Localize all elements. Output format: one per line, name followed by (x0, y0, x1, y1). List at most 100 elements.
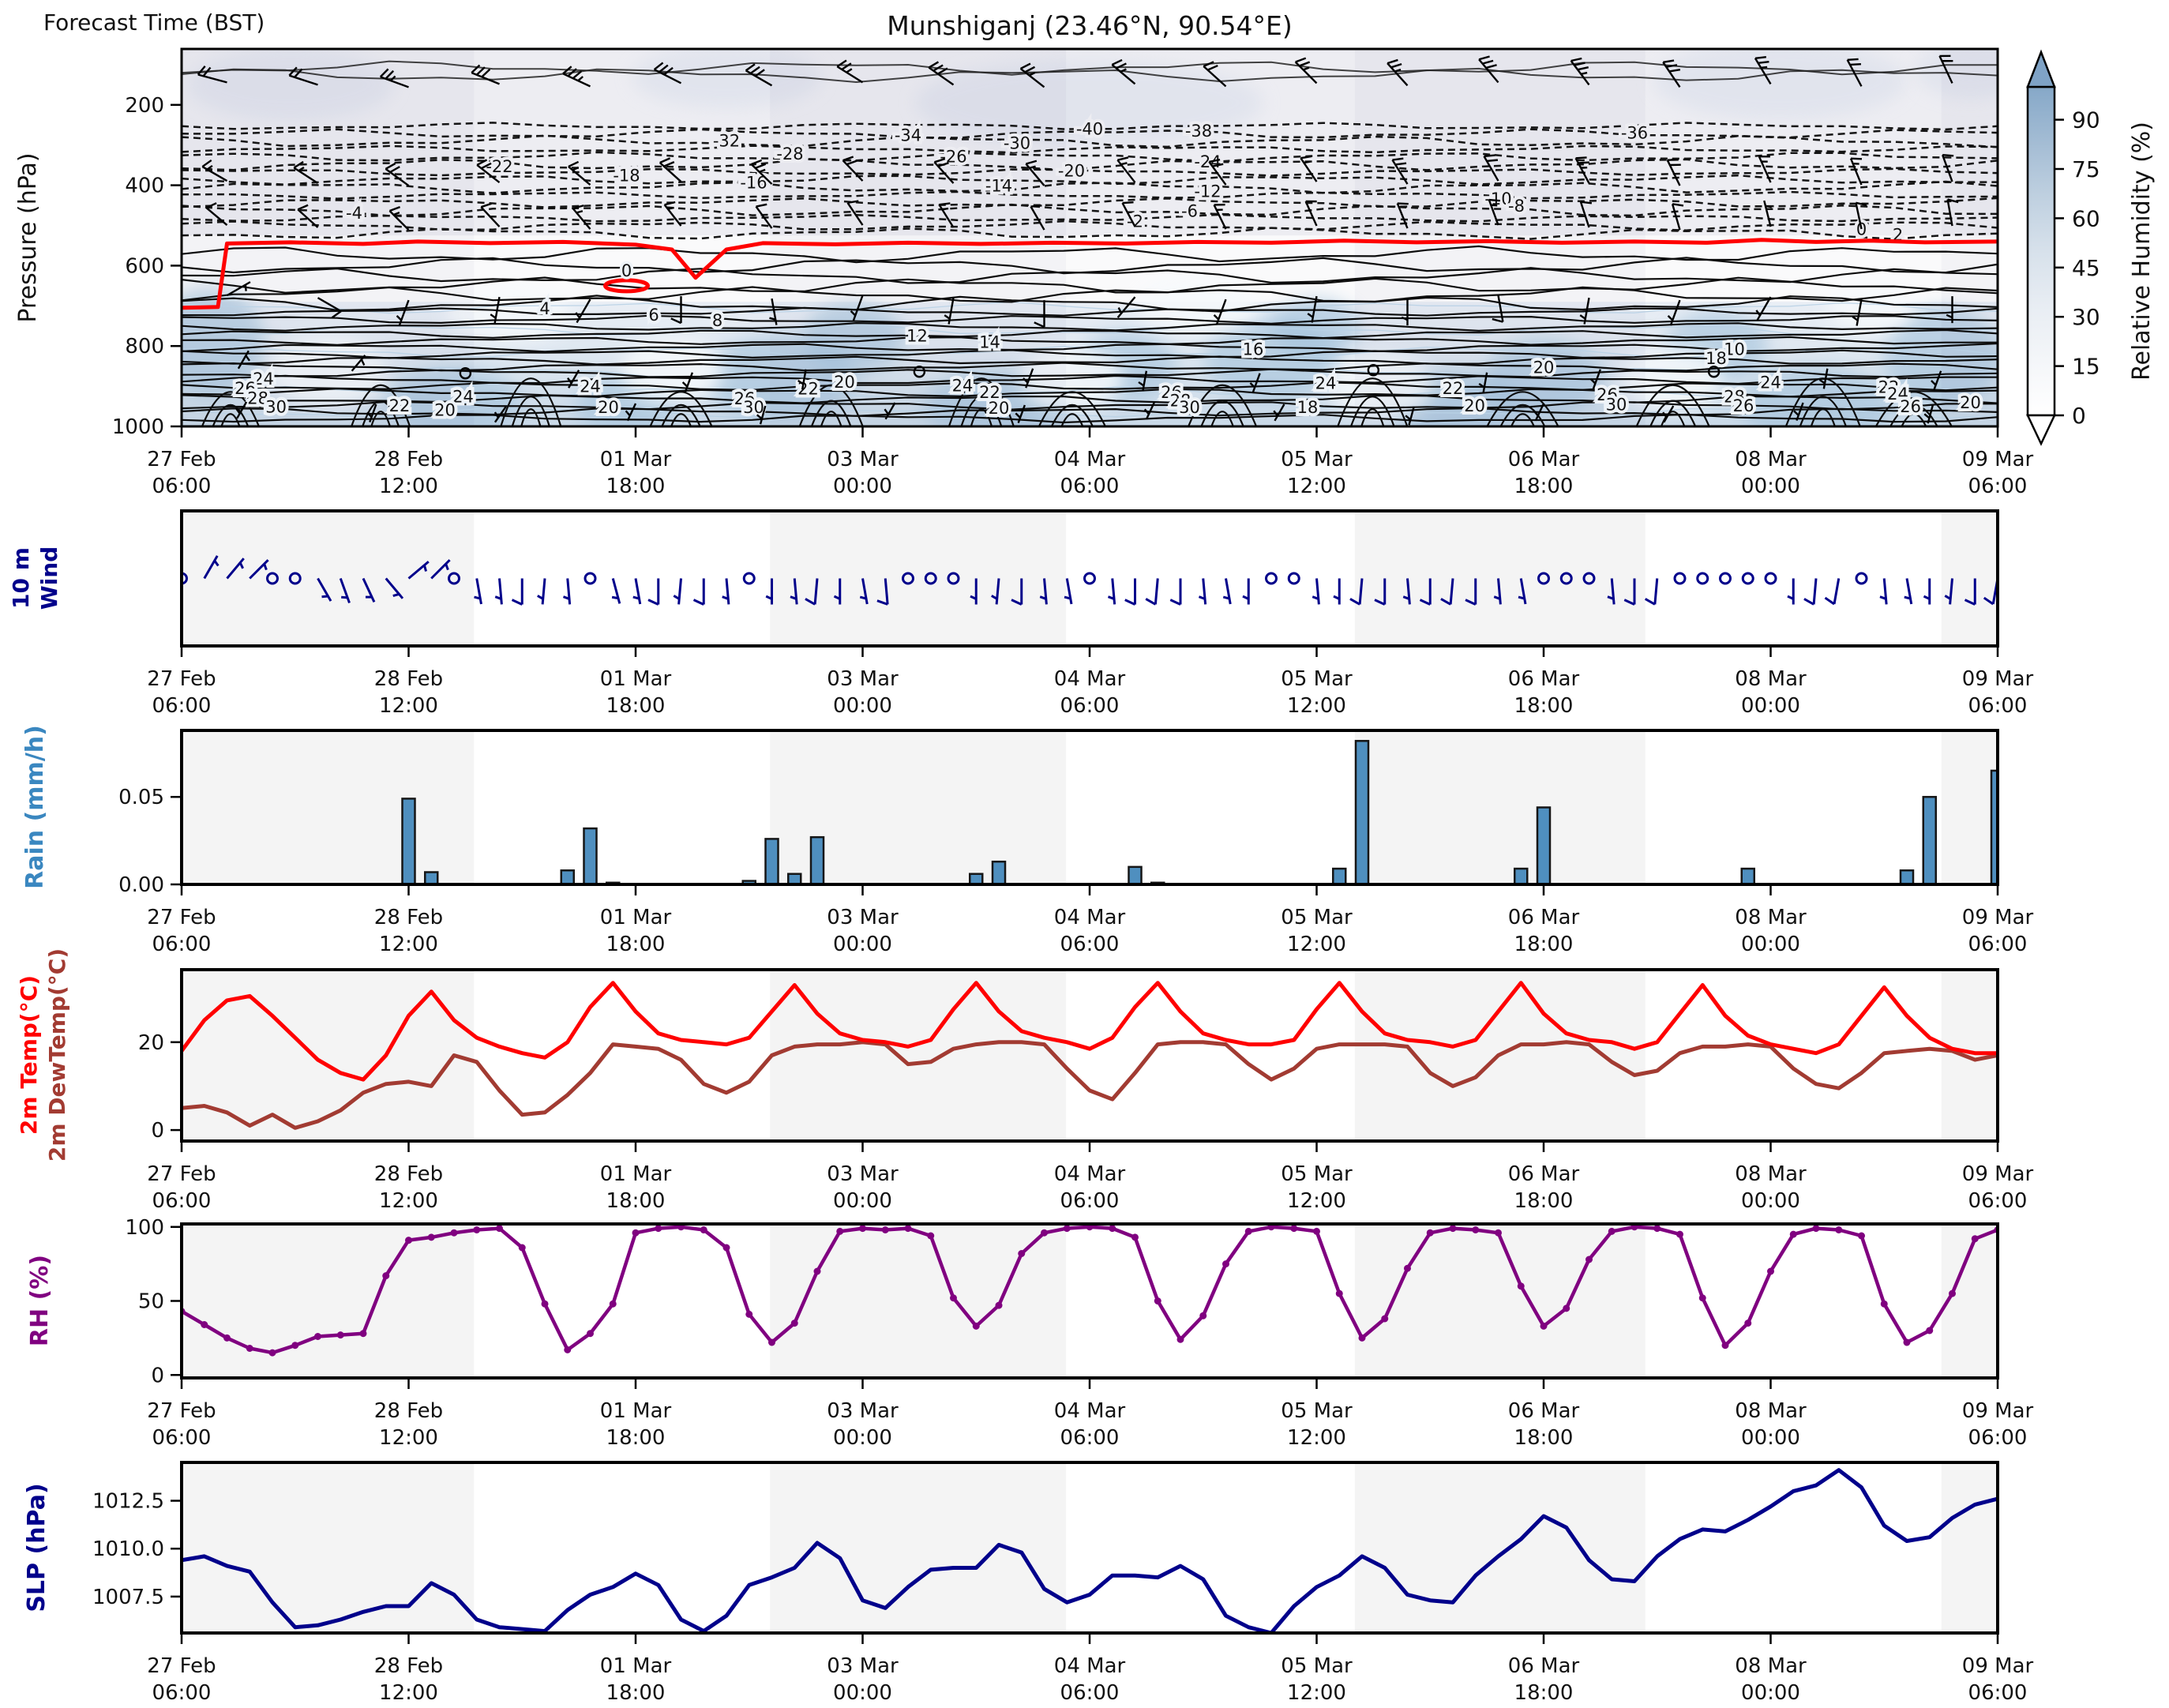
rain-bar (741, 880, 756, 884)
rh-marker (291, 1342, 299, 1350)
svg-text:-30: -30 (1004, 134, 1030, 153)
rain-xticks: 27 Feb 06:00 28 Feb 12:00 01 Mar 18:00 03 Mar 0… (147, 884, 2034, 956)
rh-marker (1631, 1224, 1638, 1231)
svg-text:06:00: 06:00 (152, 1189, 212, 1213)
svg-text:08 Mar: 08 Mar (1735, 448, 1807, 471)
svg-text:24: 24 (1887, 385, 1908, 404)
svg-text:06:00: 06:00 (1968, 694, 2028, 718)
rh-marker (268, 1349, 276, 1357)
rain-bar (1354, 740, 1370, 884)
rh-marker (1426, 1229, 1434, 1237)
svg-text:08 Mar: 08 Mar (1735, 667, 1807, 691)
panel-rain: 27 Feb 06:00 28 Feb 12:00 01 Mar 18:00 03 Mar 0… (118, 729, 2034, 956)
svg-text:06:00: 06:00 (152, 1681, 212, 1705)
ylabel-rh: RH (%) (26, 1255, 54, 1346)
svg-text:4: 4 (539, 299, 550, 318)
svg-text:30: 30 (1606, 395, 1627, 414)
panel-temp: 27 Feb 06:00 28 Feb 12:00 01 Mar 18:00 03 Mar 0… (138, 968, 2034, 1213)
rain-bar (1740, 867, 1755, 884)
rain-bar (1514, 867, 1529, 884)
rh-marker (1154, 1297, 1161, 1304)
svg-text:-4: -4 (346, 204, 362, 223)
rh-marker (1676, 1230, 1683, 1238)
svg-text:08 Mar: 08 Mar (1735, 1654, 1807, 1678)
svg-text:00:00: 00:00 (1741, 1189, 1800, 1213)
svg-text:-38: -38 (1185, 122, 1212, 141)
svg-text:60: 60 (2072, 205, 2100, 231)
rain-bar (583, 827, 598, 884)
rh-marker (1698, 1294, 1706, 1302)
svg-text:00:00: 00:00 (833, 933, 892, 956)
ylabel-pressure: Pressure (hPa) (14, 152, 42, 322)
rh-marker (995, 1301, 1003, 1309)
rh-marker (790, 1319, 798, 1327)
colorbar-arrow-top (2026, 49, 2056, 88)
svg-text:400: 400 (125, 175, 164, 198)
svg-text:24: 24 (580, 377, 601, 396)
svg-text:18:00: 18:00 (1514, 694, 1574, 718)
svg-text:09 Mar: 09 Mar (1962, 1399, 2034, 1423)
svg-text:600: 600 (125, 254, 164, 278)
ylabel-wind-line2: Wind (36, 546, 62, 610)
svg-text:12:00: 12:00 (1287, 933, 1346, 956)
temp-xticks: 27 Feb 06:00 28 Feb 12:00 01 Mar 18:00 03 Mar 0… (147, 1141, 2034, 1213)
svg-text:1000: 1000 (112, 415, 164, 439)
rh-marker (1449, 1225, 1457, 1233)
svg-text:12:00: 12:00 (379, 933, 438, 956)
ylabel-temp: 2m Temp(°C) (16, 975, 42, 1135)
rh-marker (904, 1225, 912, 1233)
svg-text:12:00: 12:00 (379, 694, 438, 718)
svg-text:06:00: 06:00 (1968, 1189, 2028, 1213)
svg-text:22: 22 (979, 383, 1000, 402)
rh-marker (655, 1225, 662, 1233)
wind-xticks: 27 Feb 06:00 28 Feb 12:00 01 Mar 18:00 03 Mar 0… (147, 646, 2034, 718)
rh-marker (881, 1226, 889, 1233)
rh-marker (1608, 1227, 1615, 1235)
svg-text:09 Mar: 09 Mar (1962, 667, 2034, 691)
svg-text:-18: -18 (613, 166, 640, 185)
rh-marker (314, 1333, 321, 1340)
wind10m-content (182, 511, 1998, 646)
rh-marker (336, 1331, 344, 1339)
svg-text:18:00: 18:00 (606, 933, 666, 956)
rh-marker (859, 1225, 866, 1233)
svg-text:-22: -22 (486, 157, 512, 176)
svg-text:100: 100 (125, 1216, 164, 1240)
rh-marker (223, 1334, 231, 1342)
svg-text:06 Mar: 06 Mar (1508, 906, 1580, 929)
svg-text:90: 90 (2072, 107, 2100, 133)
svg-text:08 Mar: 08 Mar (1735, 1162, 1807, 1186)
rh-marker (1880, 1300, 1888, 1308)
svg-text:-12: -12 (1194, 182, 1221, 201)
svg-text:05 Mar: 05 Mar (1281, 906, 1353, 929)
rh-marker (677, 1224, 685, 1231)
rh-marker (836, 1227, 844, 1235)
svg-text:12: 12 (906, 326, 928, 345)
svg-text:24: 24 (952, 377, 974, 396)
svg-text:18:00: 18:00 (606, 475, 666, 498)
svg-text:50: 50 (138, 1290, 164, 1314)
plot-title: Munshiganj (23.46°N, 90.54°E) (887, 10, 1293, 41)
colorbar-label: Relative Humidity (%) (2128, 122, 2156, 381)
svg-text:18:00: 18:00 (606, 1189, 666, 1213)
svg-text:20: 20 (989, 399, 1010, 418)
rh-marker (1199, 1312, 1207, 1319)
rain-bar (1128, 865, 1143, 884)
rain-bars (401, 740, 1998, 884)
rh-marker (1267, 1224, 1275, 1231)
temp-line (182, 981, 1998, 1082)
svg-text:20: 20 (1960, 393, 1981, 412)
svg-text:-10: -10 (1484, 190, 1511, 208)
svg-text:22: 22 (1443, 379, 1464, 398)
svg-text:06 Mar: 06 Mar (1508, 1399, 1580, 1423)
svg-text:06:00: 06:00 (1968, 1426, 2028, 1450)
rain-bar (991, 860, 1007, 884)
svg-text:22: 22 (1878, 378, 1900, 397)
svg-text:06 Mar: 06 Mar (1508, 1654, 1580, 1678)
svg-text:12:00: 12:00 (1287, 694, 1346, 718)
svg-text:12:00: 12:00 (379, 1681, 438, 1705)
rh-marker (1472, 1226, 1480, 1233)
rh-marker (1086, 1224, 1094, 1231)
svg-text:26: 26 (235, 379, 256, 398)
